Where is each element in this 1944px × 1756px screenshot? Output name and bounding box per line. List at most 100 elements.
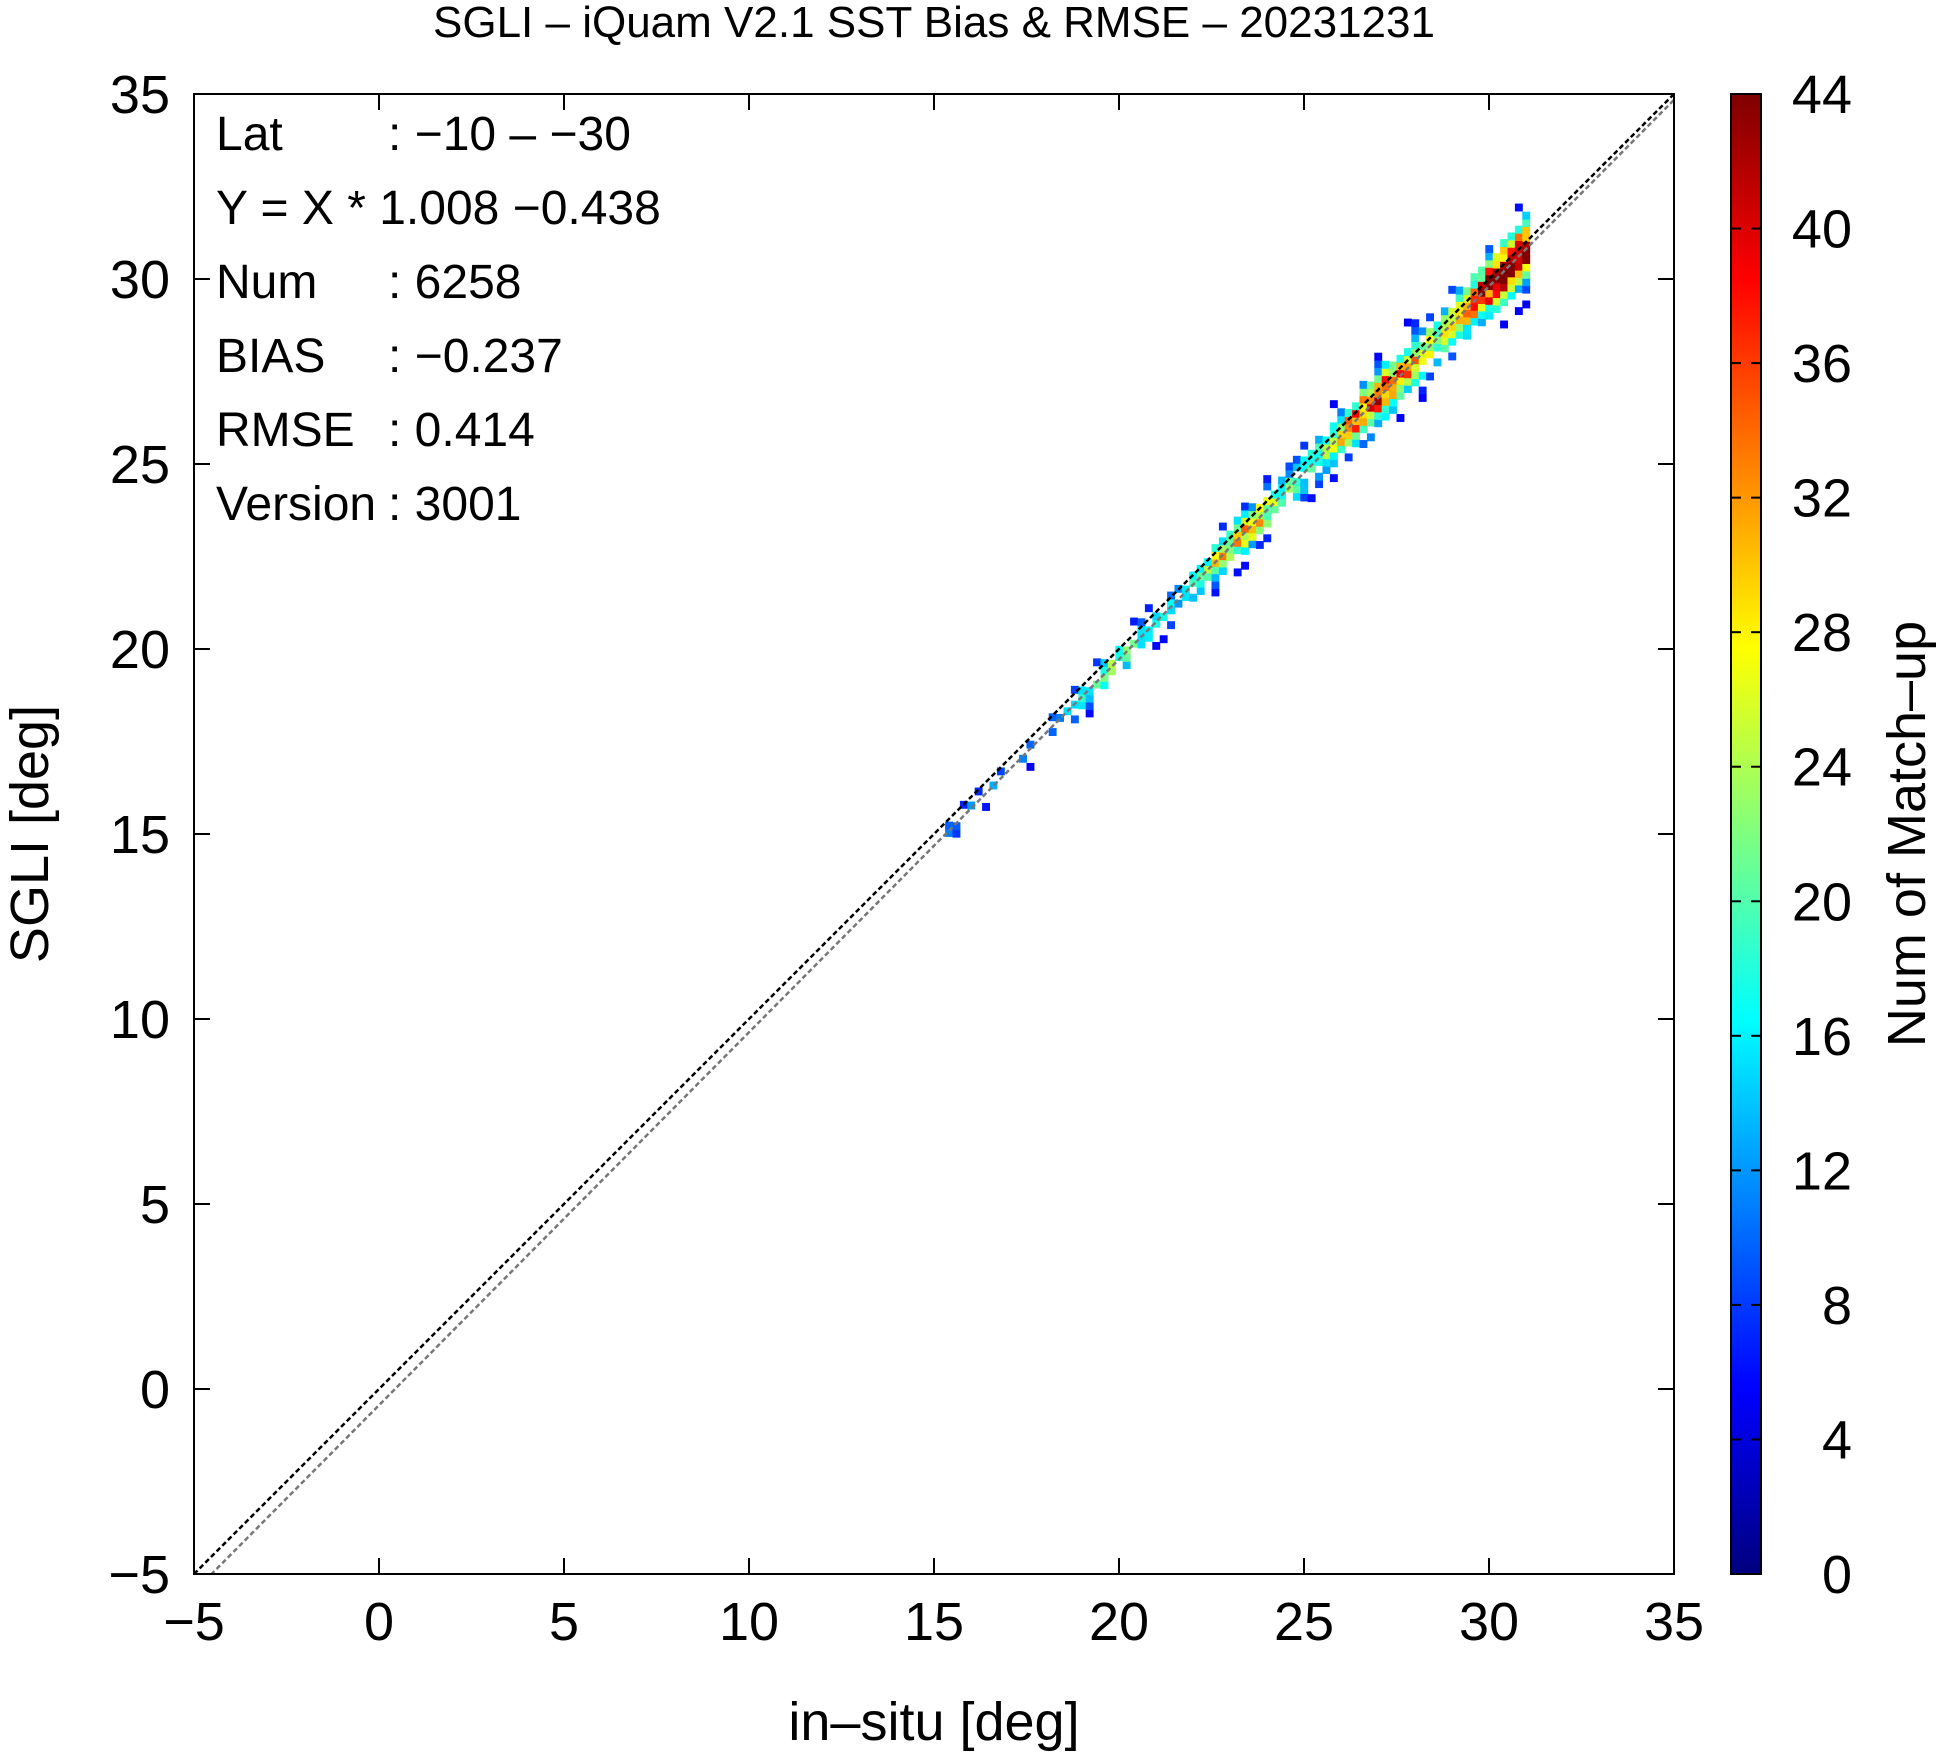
density-cell [1492,260,1501,269]
density-cell [1122,646,1131,655]
colorbar [1730,93,1762,1575]
density-cell [1522,233,1531,242]
density-cell [1366,433,1375,442]
density-cell [1440,329,1449,338]
x-axis-ticks: −5 0 5 10 15 20 25 30 35 [163,94,1704,1652]
density-cell [1255,518,1264,527]
density-cell [974,787,983,796]
density-cell [1507,269,1516,278]
density-cell [1507,239,1516,248]
density-cell [1426,313,1434,322]
y-tick-label: −5 [108,1545,170,1605]
density-cell [1078,701,1087,710]
density-cell [1211,544,1220,552]
density-cell [1522,285,1531,294]
density-cell [1204,558,1212,567]
x-tick-label: 30 [1459,1592,1519,1652]
colorbar-tick-label: 20 [1792,872,1852,932]
x-axis-label: in–situ [deg] [788,1692,1079,1752]
density-cell [1315,450,1323,459]
density-cell [1329,422,1338,431]
density-cell [1270,498,1279,506]
density-cell [1248,532,1257,541]
density-cell [1440,344,1449,353]
density-cell [1374,389,1383,398]
density-cell [989,781,998,790]
density-cell [1463,316,1471,325]
stat-key: Version [216,478,376,531]
density-cells [945,203,1531,838]
density-cell [1485,245,1494,253]
density-cell [1026,762,1035,771]
density-cell [1085,687,1094,696]
colorbar-tick-label: 8 [1822,1276,1852,1336]
density-cell [1500,298,1508,307]
density-cell [1167,606,1175,615]
density-cell [1426,350,1434,359]
density-cell [1115,653,1124,662]
density-cell [1300,486,1309,495]
stat-value: : 3001 [388,478,521,531]
density-cell [1411,371,1420,379]
density-cell [1211,573,1220,582]
density-cell [1485,311,1494,320]
density-cell [1500,320,1508,329]
density-cell [1352,402,1360,411]
density-cell [982,803,990,811]
density-cell [1344,453,1353,462]
density-cell [1396,354,1405,363]
density-cell [1403,318,1412,327]
density-cell [1048,728,1057,736]
density-cell [1418,327,1427,336]
density-cell [1241,561,1249,570]
density-cell [1507,284,1516,293]
density-cell [1278,476,1286,485]
density-cell [1226,530,1235,539]
density-cell [1211,551,1220,560]
density-cell [1381,390,1390,399]
density-cell [1344,409,1353,417]
density-cell [1322,466,1331,474]
y-axis-ticks: −5 0 5 10 15 20 25 30 35 [108,65,1674,1605]
density-cell [1477,310,1486,319]
density-cell [1248,503,1257,512]
density-cell [1463,302,1471,311]
x-tick-label: 20 [1089,1592,1149,1652]
density-cell [1248,540,1257,549]
density-cell [1352,431,1360,440]
density-cell [1233,531,1242,540]
density-cell [1477,296,1486,305]
density-cell [1389,376,1397,385]
reference-lines [194,94,1674,1574]
density-cell [1455,331,1464,339]
density-cell [1100,666,1109,675]
density-cell [1093,658,1101,667]
density-cell [1337,445,1346,454]
density-cell [1181,593,1190,601]
density-cell [1403,370,1412,379]
y-tick-label: 35 [110,65,170,125]
density-cell [945,829,953,837]
density-cell [1218,537,1227,546]
density-cell [1411,348,1420,357]
density-cell [1315,457,1323,466]
density-cell [1366,418,1375,427]
density-cell [1485,304,1494,313]
density-cell [1500,276,1508,285]
density-cell [1514,277,1523,286]
stat-key: Lat [216,108,283,161]
density-cell [1381,412,1390,421]
density-cell [1485,274,1494,283]
density-cell [1263,534,1272,543]
density-cell [1522,256,1531,264]
density-cell [1300,456,1309,465]
density-cell [1522,248,1531,257]
density-cell [1485,296,1494,305]
density-cell [1463,324,1471,333]
density-cell [1374,419,1383,428]
density-cell [1285,469,1294,478]
density-cell [1500,253,1508,262]
density-cell [1300,441,1309,450]
density-cell [1366,381,1375,390]
density-cell [1455,316,1464,325]
